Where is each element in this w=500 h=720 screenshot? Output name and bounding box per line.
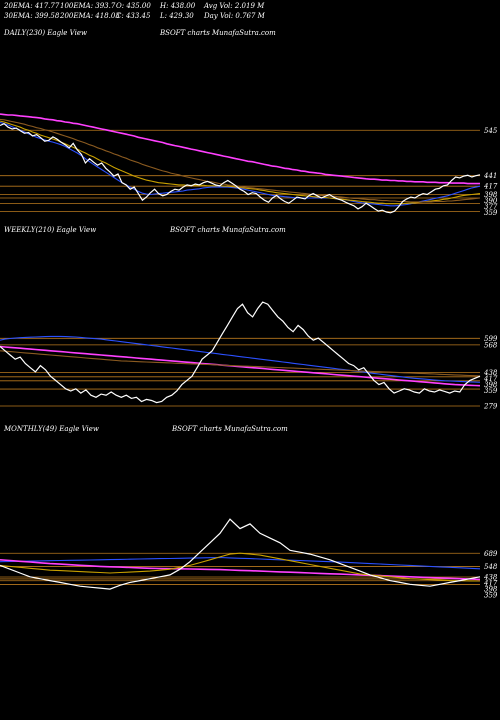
daily-level-label: 377 bbox=[484, 203, 498, 211]
weekly-series-ema-brown bbox=[0, 350, 481, 377]
weekly-panel-title: BSOFT charts MunafaSutra.com bbox=[170, 226, 286, 234]
monthly-panel-label: MONTHLY(49) Eagle View bbox=[4, 425, 99, 433]
stat-ema30: 30EMA: 399.58 bbox=[4, 12, 60, 20]
weekly-panel-label: WEEKLY(210) Eagle View bbox=[4, 226, 97, 234]
daily-level-label: 398 bbox=[484, 191, 498, 199]
monthly-series-ema-gold bbox=[0, 552, 481, 582]
monthly-series-ema-magenta bbox=[0, 559, 481, 581]
stat-ema100: 100EMA: 393.7 bbox=[60, 2, 116, 10]
stat-ema200: 200EMA: 418.03 bbox=[60, 12, 120, 20]
daily-panel-label: DAILY(230) Eagle View bbox=[4, 29, 87, 37]
daily-level-label: 390 bbox=[484, 197, 498, 205]
weekly-series-ema-magenta bbox=[0, 345, 481, 387]
daily-series-ema-gold bbox=[0, 120, 481, 205]
stat-dayvol: Day Vol: 0.767 M bbox=[204, 12, 265, 20]
daily-level-label: 417 bbox=[483, 183, 498, 191]
stat-ema20: 20EMA: 417.77 bbox=[4, 2, 60, 10]
stat-open: O: 435.00 bbox=[116, 2, 151, 10]
weekly-level-label: 417 bbox=[483, 375, 498, 383]
stat-low: L: 429.30 bbox=[160, 12, 194, 20]
monthly-level-label: 398 bbox=[484, 585, 498, 593]
daily-panel-title: BSOFT charts MunafaSutra.com bbox=[160, 29, 276, 37]
weekly-level-label: 438 bbox=[483, 369, 498, 377]
weekly-series-ema-blue bbox=[0, 335, 481, 383]
weekly-level-label: 599 bbox=[484, 335, 498, 343]
daily-level-label: 441 bbox=[483, 172, 497, 180]
monthly-level-label: 438 bbox=[483, 573, 498, 581]
daily-series-price bbox=[0, 122, 481, 214]
monthly-panel-title: BSOFT charts MunafaSutra.com bbox=[172, 425, 288, 433]
monthly-series-ema-blue bbox=[0, 556, 481, 570]
daily-level-label: 545 bbox=[484, 127, 498, 135]
weekly-level-label: 398 bbox=[484, 381, 498, 389]
stat-close: C: 433.45 bbox=[116, 12, 151, 20]
weekly-series-price bbox=[0, 301, 481, 404]
stat-avgvol: Avg Vol: 2.019 M bbox=[204, 2, 265, 10]
daily-series-ema-brown bbox=[0, 118, 481, 203]
daily-series-ema-magenta bbox=[0, 113, 480, 185]
monthly-level-label: 548 bbox=[484, 563, 498, 571]
stat-high: H: 438.00 bbox=[160, 2, 196, 10]
weekly-level-label: 568 bbox=[484, 341, 498, 349]
daily-series-ema-blue bbox=[0, 121, 481, 207]
daily-level-label: 359 bbox=[484, 209, 498, 217]
weekly-level-label: 359 bbox=[484, 387, 498, 395]
monthly-level-label: 417 bbox=[483, 579, 498, 587]
monthly-series-price bbox=[0, 518, 481, 590]
monthly-level-label: 689 bbox=[484, 550, 498, 558]
monthly-level-label: 359 bbox=[484, 591, 498, 599]
weekly-level-label: 279 bbox=[483, 402, 498, 410]
